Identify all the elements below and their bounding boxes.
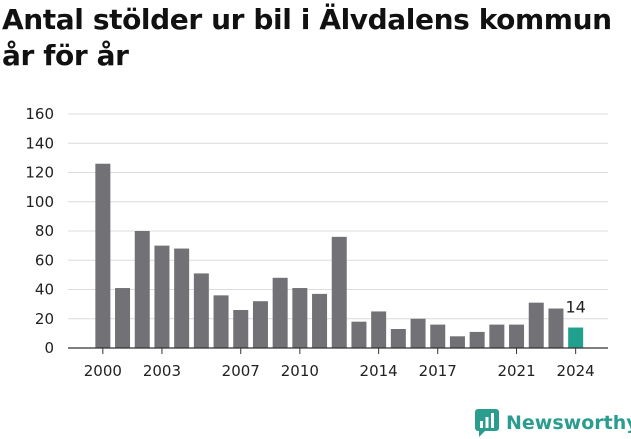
- bar: [449, 336, 465, 348]
- bar-highlight: [568, 327, 584, 348]
- x-tick-label: 2010: [281, 362, 319, 380]
- bar: [528, 302, 544, 348]
- bar: [134, 231, 150, 348]
- chart-title: Antal stölder ur bil i Älvdalens kommun …: [2, 3, 612, 72]
- y-tick-label: 120: [25, 164, 54, 182]
- brand-name: Newsworthy: [506, 412, 631, 434]
- data-label-highlight: 14: [565, 298, 585, 317]
- y-tick-label: 160: [25, 105, 54, 123]
- newsworthy-logo-icon: [475, 409, 499, 437]
- bar: [430, 324, 446, 348]
- bar: [548, 308, 564, 348]
- y-tick-label: 80: [35, 222, 54, 240]
- bar: [292, 288, 308, 348]
- y-tick-label: 60: [35, 251, 54, 269]
- x-tick-label: 2000: [84, 362, 122, 380]
- x-tick-label: 2014: [360, 362, 398, 380]
- y-tick-label: 140: [25, 134, 54, 152]
- bar: [312, 293, 328, 348]
- data-labels: 14: [565, 298, 585, 317]
- y-axis-ticks: 0 20 40 60 80 100 120 140 160: [25, 105, 54, 357]
- y-tick-label: 100: [25, 193, 54, 211]
- y-tick-label: 40: [35, 281, 54, 299]
- brand-logo: Newsworthy: [475, 407, 631, 439]
- bar: [252, 301, 268, 348]
- bar: [95, 163, 111, 348]
- y-tick-label: 20: [35, 310, 54, 328]
- y-tick-label: 0: [44, 339, 54, 357]
- bars: [68, 163, 608, 349]
- bar: [213, 295, 229, 348]
- x-tick-label: 2007: [222, 362, 260, 380]
- x-tick-label: 2024: [557, 362, 595, 380]
- bar: [489, 324, 505, 348]
- bar: [469, 331, 485, 348]
- bar: [331, 236, 347, 348]
- bar: [115, 288, 131, 348]
- bar: [390, 328, 406, 348]
- bar: [351, 321, 367, 348]
- bar: [371, 311, 387, 348]
- bar: [154, 245, 170, 348]
- bar: [233, 309, 249, 348]
- bar: [509, 324, 525, 348]
- bar: [272, 277, 288, 348]
- x-axis-ticks: 2000 2003 2007 2010 2014 2017 2021 2024: [84, 348, 595, 380]
- bar: [193, 273, 209, 348]
- bar: [410, 318, 426, 348]
- x-tick-label: 2003: [143, 362, 181, 380]
- x-tick-label: 2017: [419, 362, 457, 380]
- x-tick-label: 2021: [497, 362, 535, 380]
- bar: [174, 248, 190, 348]
